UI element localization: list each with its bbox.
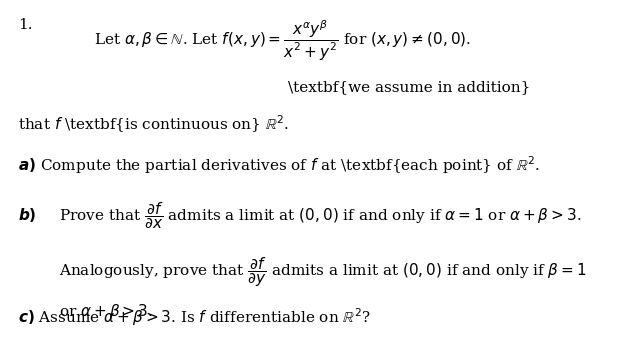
- Text: or $\alpha + \beta > 3$.: or $\alpha + \beta > 3$.: [58, 303, 152, 321]
- Text: \textbf{we assume in addition}: \textbf{we assume in addition}: [288, 80, 530, 94]
- Text: Analogously, prove that $\dfrac{\partial f}{\partial y}$ admits a limit at $(0, : Analogously, prove that $\dfrac{\partial…: [58, 255, 586, 288]
- Text: Let $\alpha, \beta \in \mathbb{N}$. Let $f(x, y) = \dfrac{x^{\alpha}y^{\beta}}{x: Let $\alpha, \beta \in \mathbb{N}$. Let …: [94, 19, 471, 62]
- Text: Prove that $\dfrac{\partial f}{\partial x}$ admits a limit at $(0, 0)$ if and on: Prove that $\dfrac{\partial f}{\partial …: [58, 200, 581, 231]
- Text: $\boldsymbol{b)}$: $\boldsymbol{b)}$: [18, 205, 36, 224]
- Text: $\boldsymbol{c)}$ Assume $\alpha + \beta > 3$. Is $f$ differentiable on $\mathbb: $\boldsymbol{c)}$ Assume $\alpha + \beta…: [18, 306, 370, 328]
- Text: $\boldsymbol{a)}$ Compute the partial derivatives of $f$ at \textbf{each point} : $\boldsymbol{a)}$ Compute the partial de…: [18, 154, 540, 176]
- Text: 1.: 1.: [18, 19, 32, 32]
- Text: that $f$ \textbf{is continuous on} $\mathbb{R}^2$.: that $f$ \textbf{is continuous on} $\mat…: [18, 114, 289, 135]
